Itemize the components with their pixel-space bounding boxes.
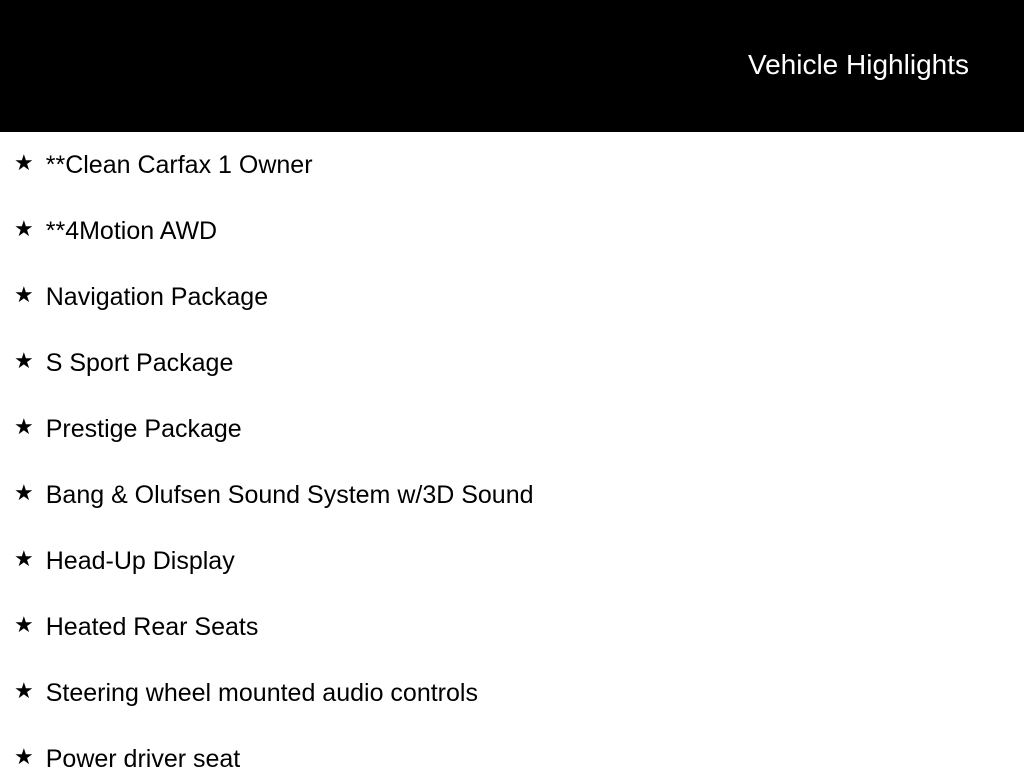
highlight-text: S Sport Package xyxy=(46,348,234,378)
header-bar: Vehicle Highlights xyxy=(0,0,1024,132)
list-item: ★ Navigation Package xyxy=(14,282,1010,312)
star-icon: ★ xyxy=(14,612,34,638)
star-icon: ★ xyxy=(14,744,34,770)
highlight-text: Steering wheel mounted audio controls xyxy=(46,678,478,708)
highlight-text: Head-Up Display xyxy=(46,546,235,576)
star-icon: ★ xyxy=(14,480,34,506)
highlight-text: Navigation Package xyxy=(46,282,268,312)
list-item: ★ Bang & Olufsen Sound System w/3D Sound xyxy=(14,480,1010,510)
highlights-list: ★ **Clean Carfax 1 Owner ★ **4Motion AWD… xyxy=(0,132,1024,774)
list-item: ★ S Sport Package xyxy=(14,348,1010,378)
list-item: ★ Head-Up Display xyxy=(14,546,1010,576)
highlight-text: **4Motion AWD xyxy=(46,216,217,246)
list-item: ★ Power driver seat xyxy=(14,744,1010,774)
highlight-text: Heated Rear Seats xyxy=(46,612,259,642)
highlight-text: Bang & Olufsen Sound System w/3D Sound xyxy=(46,480,534,510)
star-icon: ★ xyxy=(14,282,34,308)
list-item: ★ Steering wheel mounted audio controls xyxy=(14,678,1010,708)
star-icon: ★ xyxy=(14,348,34,374)
list-item: ★ Heated Rear Seats xyxy=(14,612,1010,642)
list-item: ★ **4Motion AWD xyxy=(14,216,1010,246)
star-icon: ★ xyxy=(14,546,34,572)
star-icon: ★ xyxy=(14,150,34,176)
highlight-text: **Clean Carfax 1 Owner xyxy=(46,150,313,180)
highlight-text: Power driver seat xyxy=(46,744,241,774)
star-icon: ★ xyxy=(14,678,34,704)
star-icon: ★ xyxy=(14,414,34,440)
highlight-text: Prestige Package xyxy=(46,414,242,444)
page-title: Vehicle Highlights xyxy=(748,49,969,81)
star-icon: ★ xyxy=(14,216,34,242)
list-item: ★ Prestige Package xyxy=(14,414,1010,444)
list-item: ★ **Clean Carfax 1 Owner xyxy=(14,150,1010,180)
